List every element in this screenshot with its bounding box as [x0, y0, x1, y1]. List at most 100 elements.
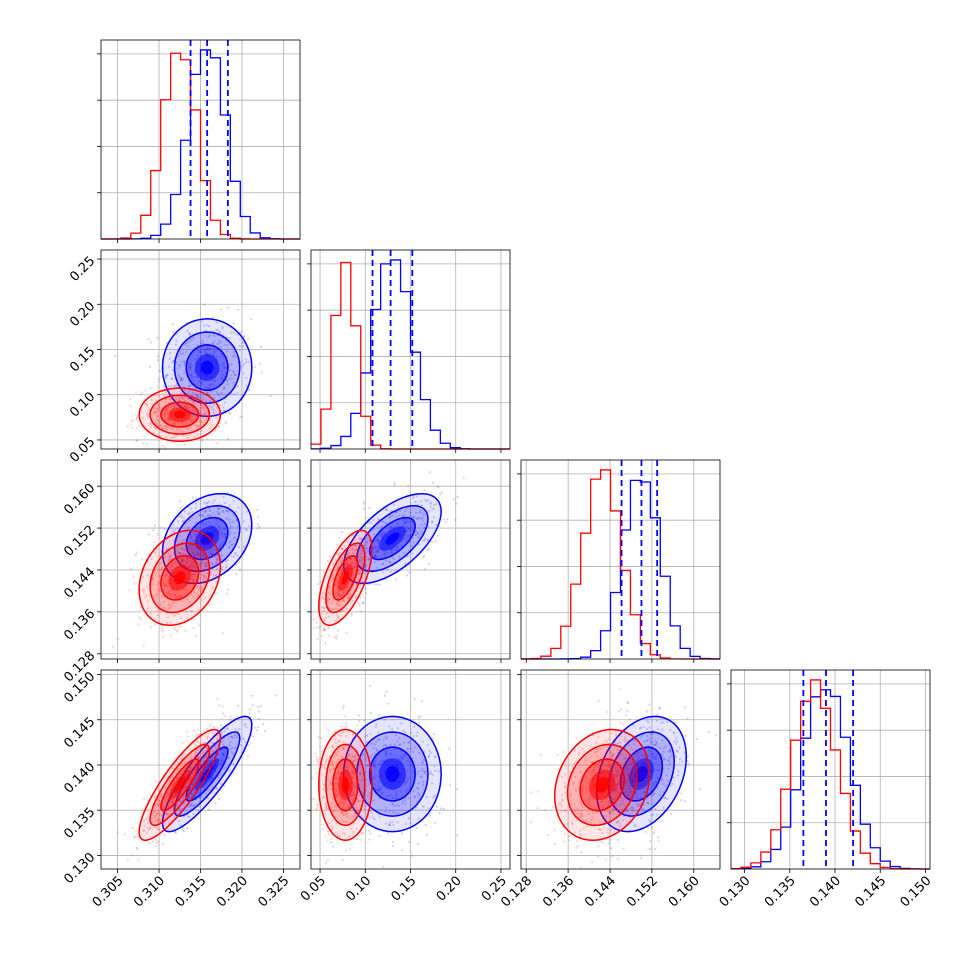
sample-point	[146, 414, 149, 417]
sample-point	[375, 583, 379, 586]
sample-point	[167, 551, 170, 555]
sample-point	[217, 425, 220, 428]
sample-point	[155, 410, 159, 413]
sample-point	[248, 388, 251, 391]
sample-point	[343, 564, 347, 567]
sample-point	[382, 571, 385, 574]
sample-point	[385, 508, 388, 511]
sample-point	[218, 331, 221, 334]
sample-point	[175, 428, 179, 431]
sample-point	[387, 748, 390, 751]
sample-point	[186, 827, 189, 830]
sample-point	[384, 751, 387, 754]
sample-point	[647, 826, 650, 830]
sample-point	[409, 747, 413, 750]
sample-point	[368, 558, 371, 561]
sample-point	[169, 554, 172, 557]
sample-point	[148, 422, 151, 425]
x-tick-label: 0.20	[434, 873, 465, 904]
sample-point	[232, 354, 235, 357]
sample-point	[188, 374, 191, 377]
sample-point	[159, 424, 162, 427]
sample-point	[352, 759, 355, 762]
sample-point	[180, 772, 183, 775]
sample-point	[200, 402, 203, 405]
sample-point	[197, 774, 200, 777]
sample-point	[189, 536, 192, 540]
sample-point	[151, 577, 155, 581]
sample-point	[149, 826, 152, 830]
sample-point	[182, 434, 185, 437]
sample-point	[424, 498, 427, 501]
sample-point	[222, 356, 225, 359]
sample-point	[165, 409, 168, 412]
sample-point	[358, 537, 361, 540]
sample-point	[225, 563, 228, 566]
sample-point	[401, 519, 404, 522]
sample-point	[213, 334, 216, 338]
sample-point	[181, 421, 184, 424]
sample-point	[181, 754, 184, 757]
sample-point	[350, 558, 353, 562]
sample-point	[164, 556, 167, 559]
sample-point	[195, 634, 198, 637]
sample-point	[215, 390, 218, 393]
sample-point	[221, 325, 224, 329]
sample-point	[359, 567, 362, 570]
sample-point	[221, 554, 224, 557]
sample-point	[244, 722, 247, 726]
sample-point	[371, 753, 374, 756]
sample-point	[180, 599, 183, 603]
sample-point	[213, 525, 216, 528]
panel-content	[521, 670, 720, 869]
sample-point	[332, 767, 335, 770]
sample-point	[405, 534, 408, 538]
sample-point	[404, 802, 407, 805]
sample-point	[192, 626, 195, 630]
sample-point	[381, 562, 384, 565]
sample-point	[131, 426, 134, 429]
sample-point	[370, 807, 373, 810]
sample-point	[407, 741, 410, 745]
sample-point	[216, 737, 219, 740]
sample-point	[208, 521, 211, 524]
sample-point	[189, 366, 192, 369]
sample-point	[351, 551, 355, 554]
sample-point	[189, 420, 192, 423]
sample-point	[402, 741, 405, 744]
sample-point	[216, 406, 219, 409]
sample-point	[163, 800, 166, 804]
sample-point	[164, 584, 167, 587]
sample-point	[341, 531, 344, 534]
sample-point	[202, 554, 205, 557]
sample-point	[216, 697, 219, 701]
sample-point	[357, 569, 360, 572]
sample-point	[190, 416, 193, 419]
sample-point	[424, 770, 427, 773]
sample-point	[135, 846, 138, 849]
sample-point	[185, 560, 188, 563]
sample-point	[197, 425, 200, 428]
sample-point	[210, 756, 213, 759]
sample-point	[215, 522, 218, 526]
sample-point	[335, 777, 338, 781]
sample-point	[174, 628, 177, 631]
sample-point	[360, 838, 363, 842]
sample-point	[400, 756, 403, 759]
sample-point	[185, 562, 188, 566]
sample-point	[417, 721, 421, 724]
sample-point	[407, 741, 410, 744]
sample-point	[185, 556, 188, 560]
sample-point	[405, 521, 408, 525]
sample-point	[232, 370, 235, 373]
sample-point	[215, 748, 218, 751]
contour-line	[149, 542, 211, 614]
sample-point	[194, 534, 197, 537]
sample-point	[406, 574, 409, 577]
sample-point	[194, 753, 197, 756]
contour-line	[332, 555, 359, 601]
sample-point	[228, 377, 231, 380]
sample-point	[412, 496, 415, 499]
sample-point	[178, 398, 181, 401]
sample-point	[176, 367, 179, 370]
